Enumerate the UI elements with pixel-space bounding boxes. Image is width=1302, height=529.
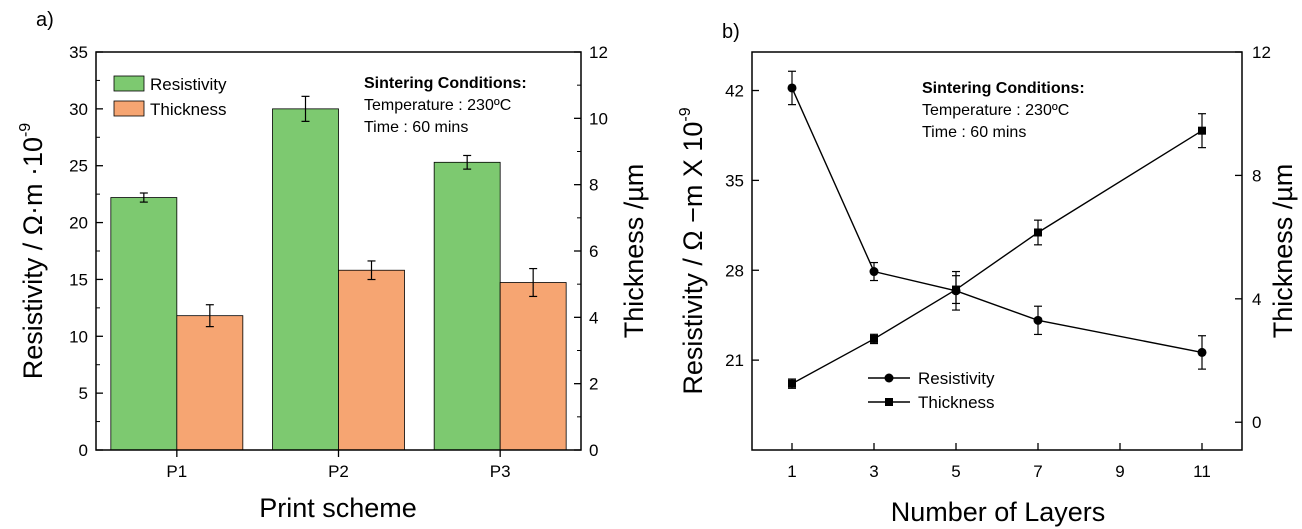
line-thickness	[791, 130, 1203, 385]
y-right-tick-label: 2	[589, 375, 598, 394]
point-thickness-3	[870, 334, 878, 343]
point-thickness-11	[1198, 126, 1206, 135]
point-resistivity-11	[1197, 347, 1207, 357]
panel-b-y-axis-left-title: Resistivity / Ω −m X 10-9	[677, 107, 708, 394]
panel-a-legend: Resistivity Thickness	[113, 75, 227, 119]
x-tick-label: 7	[1033, 462, 1042, 481]
x-tick-label: P1	[166, 462, 187, 481]
y-left-tick-label: 25	[69, 157, 88, 176]
y-left-tick-label: 5	[79, 384, 88, 403]
y-left-tick-label: 30	[69, 100, 88, 119]
bar-resistivity-p3	[433, 161, 501, 451]
y-left-tick-label: 10	[69, 327, 88, 346]
bar-resistivity-p1	[110, 197, 178, 451]
panel-b-annotation: Sintering Conditions: Temperature : 230º…	[922, 80, 1085, 141]
y-right-tick-label: 8	[589, 176, 598, 195]
panel-b-label: b)	[722, 21, 740, 43]
legend-label-resistivity: Resistivity	[150, 75, 227, 94]
panel-b-legend: Resistivity Thickness	[868, 369, 995, 412]
point-resistivity-1	[787, 83, 797, 93]
y-right-tick-label: 0	[589, 441, 598, 460]
y-left-tick-label: 28	[725, 261, 744, 280]
legend-swatch-resistivity	[113, 75, 145, 92]
y-right-tick-label: 4	[589, 308, 598, 327]
bar-thickness-p1	[176, 315, 244, 451]
annotation-title: Sintering Conditions:	[922, 80, 1085, 97]
legend-label-resistivity: Resistivity	[918, 369, 995, 388]
x-tick-label: 3	[869, 462, 878, 481]
annotation-line-time: Time : 60 mins	[922, 124, 1026, 141]
point-resistivity-7	[1033, 315, 1043, 325]
point-thickness-5	[952, 285, 960, 294]
panel-a: a) 0 5 10 15 20 25 30 35 0 2 4 6 8 10 12 P1 P2 P3 Print s…	[17, 9, 649, 523]
panel-b-series	[787, 70, 1207, 389]
annotation-line-time: Time : 60 mins	[364, 119, 468, 136]
y-right-tick-label: 6	[589, 242, 598, 261]
y-left-tick-label: 35	[69, 43, 88, 62]
y-left-tick-label: 15	[69, 270, 88, 289]
point-thickness-1	[788, 379, 796, 388]
point-resistivity-3	[869, 267, 879, 277]
point-thickness-7	[1034, 228, 1042, 237]
bar-thickness-p3	[499, 282, 567, 451]
panel-b-y-axis-right-title: Thickness /µm	[1268, 164, 1298, 339]
panel-a-bars	[110, 95, 567, 451]
panel-a-tick-labels: 0 5 10 15 20 25 30 35 0 2 4 6 8 10 12 P1 P2 P3	[69, 43, 608, 481]
y-right-tick-label: 8	[1252, 166, 1261, 185]
panel-a-y-axis-right-title: Thickness /µm	[619, 164, 649, 339]
panel-b-x-axis-title: Number of Layers	[891, 497, 1106, 527]
legend-marker-resistivity	[884, 373, 894, 383]
y-left-tick-label: 20	[69, 214, 88, 233]
x-tick-label: 1	[787, 462, 796, 481]
annotation-title: Sintering Conditions:	[364, 75, 527, 92]
x-tick-label: 11	[1193, 462, 1211, 481]
y-left-tick-label: 35	[725, 171, 744, 190]
annotation-line-temperature: Temperature : 230ºC	[364, 97, 511, 114]
x-tick-label: P2	[328, 462, 349, 481]
legend-label-thickness: Thickness	[150, 100, 227, 119]
y-right-tick-label: 12	[1252, 43, 1271, 62]
y-right-tick-label: 10	[589, 109, 608, 128]
y-right-tick-label: 12	[589, 43, 608, 62]
y-right-tick-label: 0	[1252, 413, 1261, 432]
panel-a-y-axis-left-title: Resistivity / Ω·m ·10-9	[17, 123, 48, 380]
panel-a-label: a)	[36, 9, 54, 31]
x-tick-label: P3	[490, 462, 511, 481]
legend-marker-thickness	[885, 398, 893, 406]
y-left-tick-label: 0	[79, 441, 88, 460]
panel-a-annotation: Sintering Conditions: Temperature : 230º…	[364, 75, 527, 136]
panel-a-x-axis-title: Print scheme	[259, 493, 417, 523]
legend-label-thickness: Thickness	[918, 393, 995, 412]
x-tick-label: 5	[951, 462, 960, 481]
panel-b-plot-frame	[751, 51, 1243, 451]
y-left-tick-label: 42	[725, 82, 744, 101]
panel-a-plot-frame	[95, 51, 582, 451]
annotation-line-temperature: Temperature : 230ºC	[922, 102, 1069, 119]
x-tick-label: 9	[1115, 462, 1124, 481]
legend-swatch-thickness	[113, 100, 145, 117]
y-left-tick-label: 21	[725, 351, 744, 370]
bar-thickness-p2	[338, 269, 405, 451]
y-right-tick-label: 4	[1252, 290, 1261, 309]
bar-resistivity-p2	[272, 108, 339, 451]
